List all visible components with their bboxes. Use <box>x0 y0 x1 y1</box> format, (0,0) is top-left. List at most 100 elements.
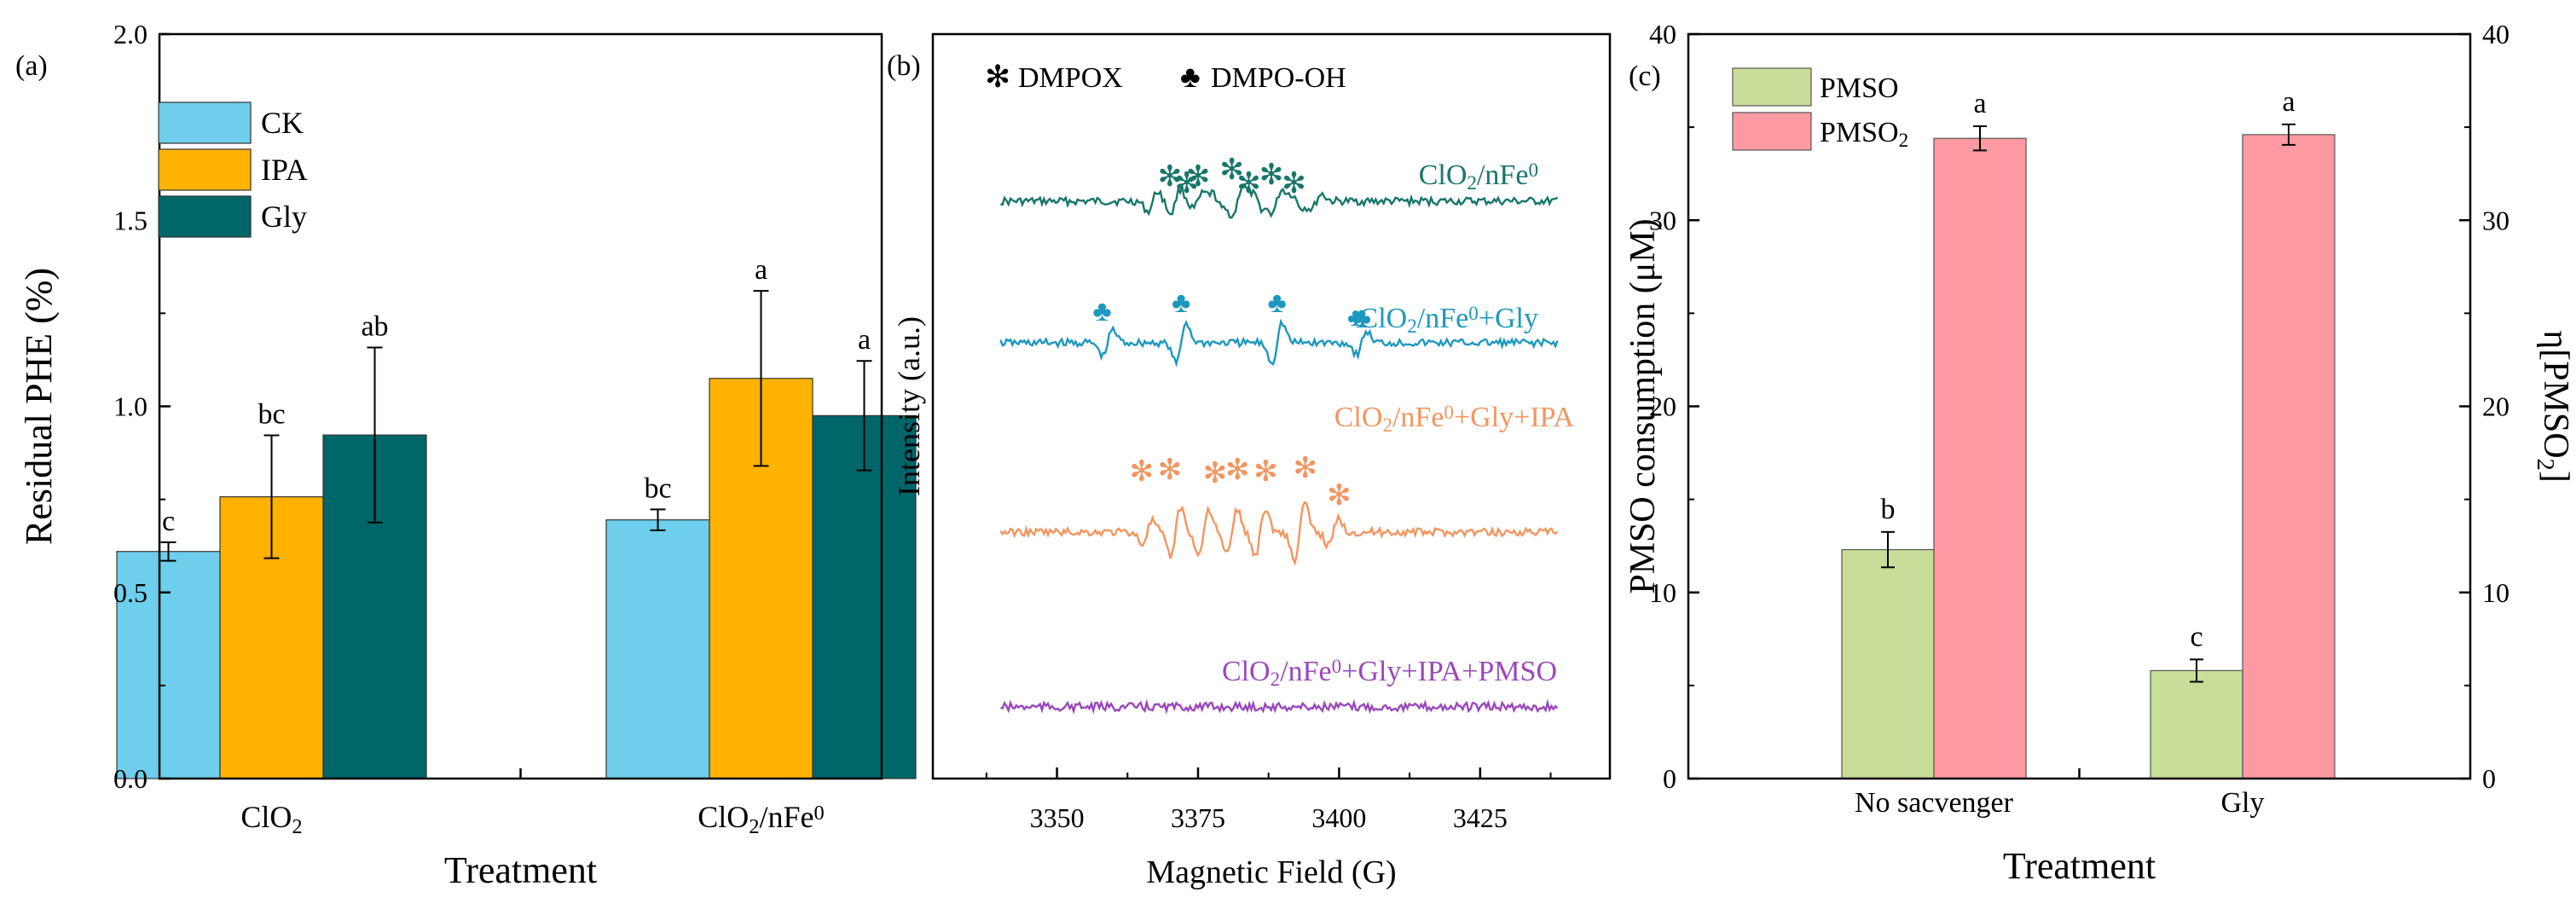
significance-letter: a <box>1973 88 1986 119</box>
legend-swatch-ck <box>158 101 252 144</box>
x-tick-label: 3375 <box>1171 802 1225 833</box>
y2-tick-label: 0 <box>2482 763 2496 794</box>
text-part: 2 <box>1382 414 1392 437</box>
peak-marker: ♣ <box>1267 287 1286 319</box>
bar-gly <box>812 414 917 779</box>
legend-label: CK <box>261 106 304 140</box>
text-part: 2 <box>749 815 759 838</box>
text-part: 0 <box>1528 159 1538 182</box>
spectrum-label: ClO2/nFe0+Gly+IPA+PMSO <box>1222 656 1557 691</box>
spectrum-line <box>999 501 1559 566</box>
significance-letter: a <box>755 254 767 286</box>
y-axis-title: PMSO consumption (μM) <box>1624 218 1663 594</box>
y2-tick-label: 40 <box>2482 19 2509 49</box>
legend-label: PMSO2 <box>1820 117 1908 152</box>
y-tick-label: 0.0 <box>113 763 148 794</box>
panel-b-label: (b) <box>887 50 921 82</box>
peak-marker: ✻ <box>1175 168 1200 200</box>
panel-b: (b) 3350 3375 3400 3425 Magnetic Field (G) Int… <box>887 32 1612 890</box>
dmpo-oh-symbol: ♣ <box>1347 304 1364 332</box>
peak-marker: ✻ <box>1203 458 1228 489</box>
text-part: 0 <box>814 802 825 825</box>
text-part: ClO <box>1334 402 1383 433</box>
text-part: ] <box>2536 471 2575 483</box>
text-part: /nFe <box>1280 656 1331 687</box>
significance-letter: bc <box>644 472 671 504</box>
y2-axis-title: η[PMSO2] <box>2532 330 2575 483</box>
text-part: 0 <box>1444 402 1454 424</box>
peak-marker: ✻ <box>1158 161 1183 193</box>
spectrum-line <box>1000 698 1559 715</box>
spectrum-line <box>1000 182 1559 219</box>
plot-frame <box>931 32 1612 780</box>
y2-tick-label: 10 <box>2482 577 2509 608</box>
significance-letter: b <box>1881 494 1896 525</box>
peak-marker: ✻ <box>1186 161 1211 193</box>
x-axis-title: Magnetic Field (G) <box>1146 854 1396 890</box>
text-part: ClO <box>240 800 292 834</box>
y2-tick-label: 20 <box>2482 391 2509 422</box>
y-tick-label: 1.0 <box>113 391 148 422</box>
panel-c: (c) b c a a 0 0 10 10 20 20 30 30 40 40 No sacvenger Gly… <box>1624 19 2575 887</box>
text-part: 0 <box>1468 303 1479 325</box>
x-tick-label: ClO2/nFe0 <box>698 800 825 838</box>
text-part: ClO <box>698 800 749 834</box>
x-axis-title: Treatment <box>2003 845 2156 887</box>
significance-letter: ab <box>361 311 388 343</box>
bar-ck <box>116 551 221 779</box>
legend-swatch-gly <box>158 195 252 238</box>
text-part: 2 <box>1407 316 1417 338</box>
significance-letter: c <box>2190 621 2203 652</box>
significance-letter: a <box>858 324 871 356</box>
legend-swatch <box>1732 67 1812 107</box>
dmpox-symbol: ✻ <box>985 60 1010 94</box>
y-tick-label: 40 <box>1649 19 1676 49</box>
legend-label: DMPO-OH <box>1211 62 1346 94</box>
legend-label: IPA <box>261 153 308 187</box>
bar-ck <box>605 519 710 779</box>
spectrum-label: ClO2/nFe0+Gly+IPA <box>1334 402 1575 437</box>
peak-marker: ✻ <box>1158 455 1183 486</box>
significance-letter: a <box>2282 86 2295 118</box>
significance-letter: bc <box>258 399 285 431</box>
y-tick-label: 2.0 <box>113 19 148 49</box>
text-part: PMSO <box>1820 117 1899 148</box>
text-part: 2 <box>292 815 302 838</box>
peak-marker: ♣ <box>1092 296 1111 327</box>
peak-marker: ✻ <box>1253 456 1278 488</box>
text-part: +Gly+IPA <box>1454 402 1574 433</box>
text-part: /nFe <box>1417 303 1468 334</box>
x-tick-label: Gly <box>2221 787 2265 819</box>
text-part: 2 <box>1271 669 1281 691</box>
legend-swatch <box>1732 112 1812 151</box>
text-part: PMSO <box>1820 72 1899 104</box>
y-axis-title: Intensity (a.u.) <box>892 316 926 496</box>
peak-marker: ✻ <box>1259 159 1284 191</box>
text-part: 2 <box>1899 130 1909 152</box>
y-axis-title: Residual PHE (%) <box>18 268 60 545</box>
spectrum-label: ClO2/nFe0 <box>1419 159 1538 194</box>
text-part: ClO <box>1222 656 1271 687</box>
y-tick-label: 0.5 <box>113 577 148 608</box>
dmpo-oh-symbol: ♣ <box>1180 60 1201 94</box>
panel-a-label: (a) <box>15 50 48 82</box>
y-tick-label: 1.5 <box>113 205 148 235</box>
peak-marker: ✻ <box>1225 455 1250 486</box>
bar-pmso <box>1841 548 1935 779</box>
text-part: 2 <box>1467 172 1477 194</box>
text-part: η[PMSO <box>2536 330 2575 458</box>
text-part: +Gly+IPA+PMSO <box>1341 656 1557 687</box>
x-axis-title: Treatment <box>444 849 597 891</box>
legend-label: PMSO <box>1820 72 1899 104</box>
text-part: ClO <box>1419 159 1467 191</box>
peak-marker: ✻ <box>1130 456 1155 488</box>
bar-pmso2 <box>1933 137 2027 779</box>
x-tick-label: 3350 <box>1030 802 1085 833</box>
peak-marker: ✻ <box>1236 168 1261 200</box>
y2-tick-label: 30 <box>2482 205 2509 235</box>
y-tick-label: 30 <box>1649 205 1676 235</box>
y-tick-label: 20 <box>1649 391 1676 422</box>
